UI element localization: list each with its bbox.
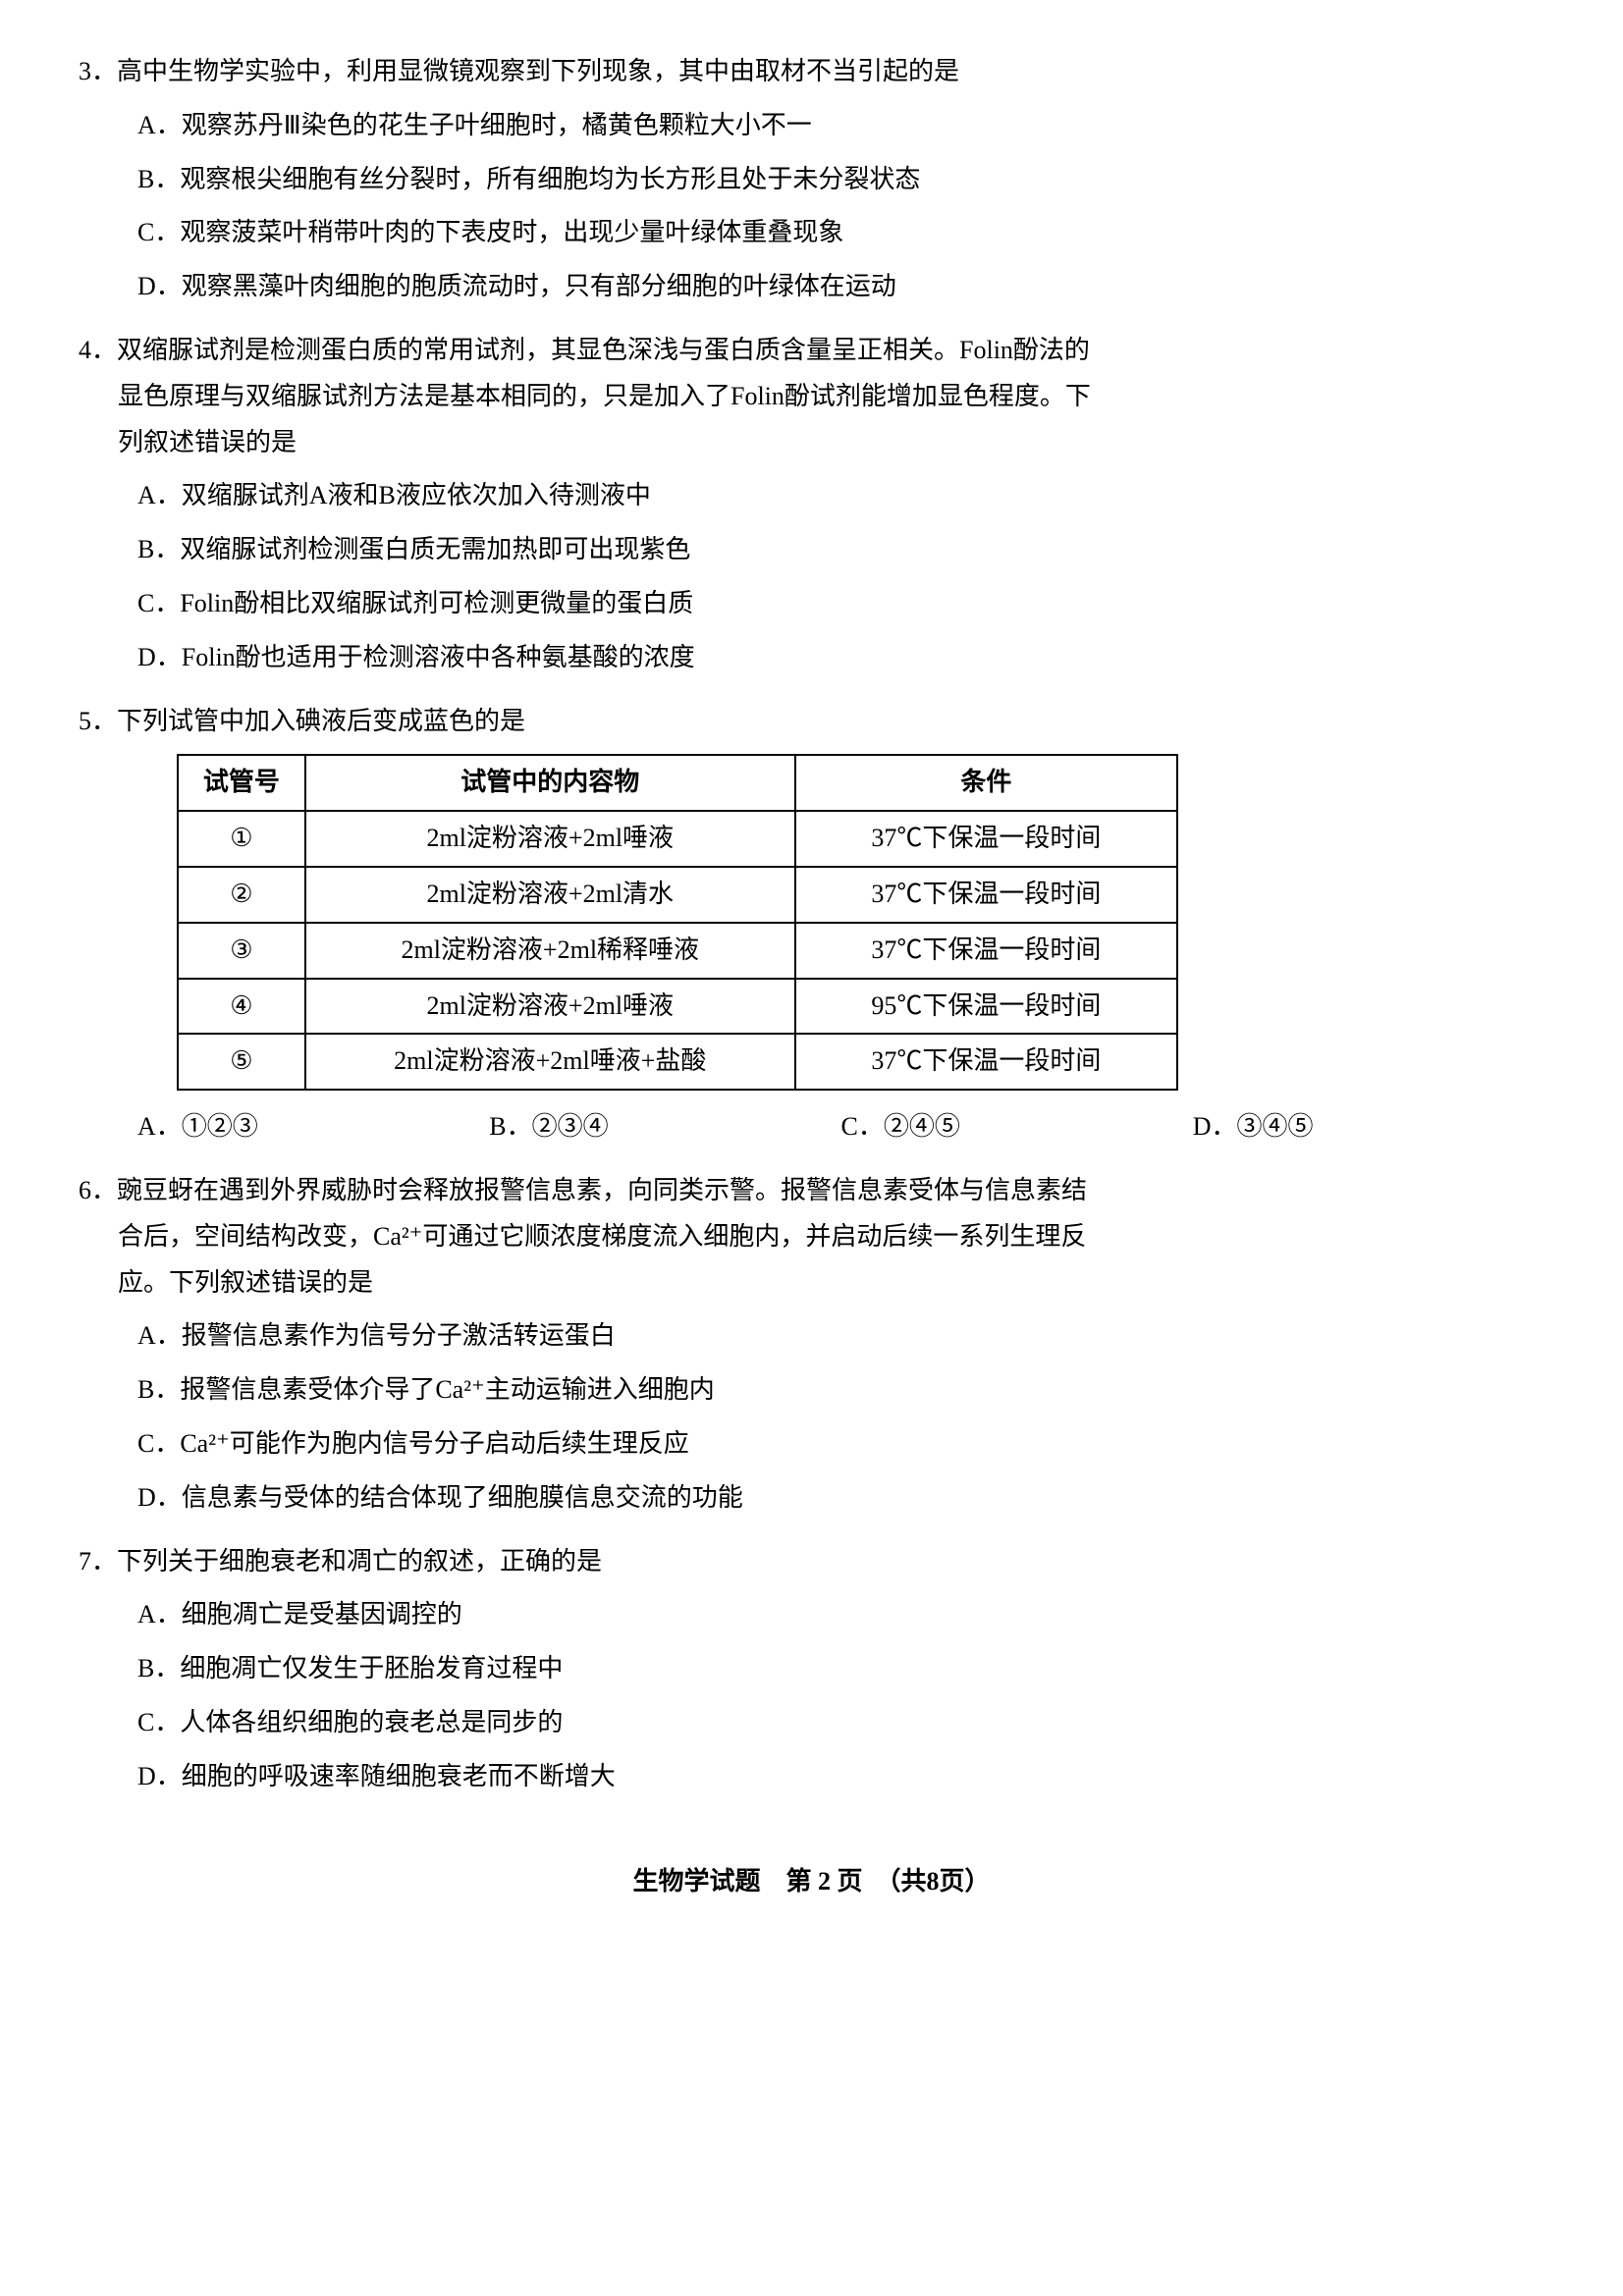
option-5B: B．②③④ xyxy=(489,1104,840,1150)
page-footer: 生物学试题 第 2 页 （共8页） xyxy=(79,1859,1544,1905)
option-7D: D．细胞的呼吸速率随细胞衰老而不断增大 xyxy=(137,1754,1544,1800)
table-cell: ① xyxy=(178,811,305,867)
question-7-stem: 7．下列关于细胞衰老和凋亡的叙述，正确的是 xyxy=(79,1539,1544,1585)
table-cell: ④ xyxy=(178,979,305,1035)
question-4-text3: 列叙述错误的是 xyxy=(79,420,1544,466)
table-cell: ② xyxy=(178,867,305,923)
question-6-text3: 应。下列叙述错误的是 xyxy=(79,1260,1544,1307)
question-5-table-wrapper: 试管号 试管中的内容物 条件 ① 2ml淀粉溶液+2ml唾液 37℃下保温一段时… xyxy=(79,754,1544,1091)
option-7C: C．人体各组织细胞的衰老总是同步的 xyxy=(137,1700,1544,1746)
question-4-num: 4． xyxy=(79,336,117,364)
table-cell: ⑤ xyxy=(178,1034,305,1090)
table-cell: 95℃下保温一段时间 xyxy=(795,979,1177,1035)
table-cell: 2ml淀粉溶液+2ml唾液 xyxy=(305,979,795,1035)
question-5-num: 5． xyxy=(79,707,117,735)
option-3B: B．观察根尖细胞有丝分裂时，所有细胞均为长方形且处于未分裂状态 xyxy=(137,157,1544,203)
option-6B: B．报警信息素受体介导了Ca²⁺主动运输进入细胞内 xyxy=(137,1367,1544,1414)
option-4D: D．Folin酚也适用于检测溶液中各种氨基酸的浓度 xyxy=(137,635,1544,681)
table-header-2: 条件 xyxy=(795,755,1177,811)
table-row: ① 2ml淀粉溶液+2ml唾液 37℃下保温一段时间 xyxy=(178,811,1177,867)
question-7: 7．下列关于细胞衰老和凋亡的叙述，正确的是 A．细胞凋亡是受基因调控的 B．细胞… xyxy=(79,1539,1544,1800)
question-3-num: 3． xyxy=(79,57,117,85)
question-3-options: A．观察苏丹Ⅲ染色的花生子叶细胞时，橘黄色颗粒大小不一 B．观察根尖细胞有丝分裂… xyxy=(79,103,1544,310)
table-row: ③ 2ml淀粉溶液+2ml稀释唾液 37℃下保温一段时间 xyxy=(178,923,1177,979)
option-4C: C．Folin酚相比双缩脲试剂可检测更微量的蛋白质 xyxy=(137,581,1544,627)
table-cell: 37℃下保温一段时间 xyxy=(795,1034,1177,1090)
table-cell: 37℃下保温一段时间 xyxy=(795,811,1177,867)
option-5C: C．②④⑤ xyxy=(841,1104,1193,1150)
option-6C: C．Ca²⁺可能作为胞内信号分子启动后续生理反应 xyxy=(137,1421,1544,1468)
question-6-stem: 6．豌豆蚜在遇到外界威胁时会释放报警信息素，向同类示警。报警信息素受体与信息素结 xyxy=(79,1168,1544,1214)
question-6: 6．豌豆蚜在遇到外界威胁时会释放报警信息素，向同类示警。报警信息素受体与信息素结… xyxy=(79,1168,1544,1522)
table-row: ② 2ml淀粉溶液+2ml清水 37℃下保温一段时间 xyxy=(178,867,1177,923)
table-header-row: 试管号 试管中的内容物 条件 xyxy=(178,755,1177,811)
question-3-stem: 3．高中生物学实验中，利用显微镜观察到下列现象，其中由取材不当引起的是 xyxy=(79,49,1544,95)
table-cell: ③ xyxy=(178,923,305,979)
table-cell: 37℃下保温一段时间 xyxy=(795,867,1177,923)
table-cell: 37℃下保温一段时间 xyxy=(795,923,1177,979)
question-6-text2: 合后，空间结构改变，Ca²⁺可通过它顺浓度梯度流入细胞内，并启动后续一系列生理反 xyxy=(79,1214,1544,1260)
table-row: ④ 2ml淀粉溶液+2ml唾液 95℃下保温一段时间 xyxy=(178,979,1177,1035)
question-5: 5．下列试管中加入碘液后变成蓝色的是 试管号 试管中的内容物 条件 ① 2ml淀… xyxy=(79,699,1544,1150)
option-7A: A．细胞凋亡是受基因调控的 xyxy=(137,1592,1544,1638)
option-5D: D．③④⑤ xyxy=(1193,1104,1544,1150)
option-7B: B．细胞凋亡仅发生于胚胎发育过程中 xyxy=(137,1646,1544,1692)
table-header-0: 试管号 xyxy=(178,755,305,811)
question-5-answer-options: A．①②③ B．②③④ C．②④⑤ D．③④⑤ xyxy=(79,1104,1544,1150)
question-3: 3．高中生物学实验中，利用显微镜观察到下列现象，其中由取材不当引起的是 A．观察… xyxy=(79,49,1544,310)
question-6-text1: 豌豆蚜在遇到外界威胁时会释放报警信息素，向同类示警。报警信息素受体与信息素结 xyxy=(117,1176,1087,1204)
option-4B: B．双缩脲试剂检测蛋白质无需加热即可出现紫色 xyxy=(137,527,1544,573)
table-row: ⑤ 2ml淀粉溶液+2ml唾液+盐酸 37℃下保温一段时间 xyxy=(178,1034,1177,1090)
table-cell: 2ml淀粉溶液+2ml清水 xyxy=(305,867,795,923)
option-4A: A．双缩脲试剂A液和B液应依次加入待测液中 xyxy=(137,473,1544,519)
question-7-options: A．细胞凋亡是受基因调控的 B．细胞凋亡仅发生于胚胎发育过程中 C．人体各组织细… xyxy=(79,1592,1544,1799)
question-4-text2: 显色原理与双缩脲试剂方法是基本相同的，只是加入了Folin酚试剂能增加显色程度。… xyxy=(79,374,1544,420)
question-4-stem: 4．双缩脲试剂是检测蛋白质的常用试剂，其显色深浅与蛋白质含量呈正相关。Folin… xyxy=(79,328,1544,374)
question-5-stem: 5．下列试管中加入碘液后变成蓝色的是 xyxy=(79,699,1544,745)
table-header-1: 试管中的内容物 xyxy=(305,755,795,811)
table-cell: 2ml淀粉溶液+2ml稀释唾液 xyxy=(305,923,795,979)
question-6-options: A．报警信息素作为信号分子激活转运蛋白 B．报警信息素受体介导了Ca²⁺主动运输… xyxy=(79,1313,1544,1521)
question-4-options: A．双缩脲试剂A液和B液应依次加入待测液中 B．双缩脲试剂检测蛋白质无需加热即可… xyxy=(79,473,1544,680)
question-7-text: 下列关于细胞衰老和凋亡的叙述，正确的是 xyxy=(117,1547,602,1575)
option-3D: D．观察黑藻叶肉细胞的胞质流动时，只有部分细胞的叶绿体在运动 xyxy=(137,264,1544,310)
option-3A: A．观察苏丹Ⅲ染色的花生子叶细胞时，橘黄色颗粒大小不一 xyxy=(137,103,1544,149)
option-5A: A．①②③ xyxy=(137,1104,489,1150)
option-6D: D．信息素与受体的结合体现了细胞膜信息交流的功能 xyxy=(137,1475,1544,1522)
table-cell: 2ml淀粉溶液+2ml唾液 xyxy=(305,811,795,867)
table-cell: 2ml淀粉溶液+2ml唾液+盐酸 xyxy=(305,1034,795,1090)
question-5-text: 下列试管中加入碘液后变成蓝色的是 xyxy=(117,707,525,735)
question-3-text: 高中生物学实验中，利用显微镜观察到下列现象，其中由取材不当引起的是 xyxy=(117,57,959,85)
question-4-text1: 双缩脲试剂是检测蛋白质的常用试剂，其显色深浅与蛋白质含量呈正相关。Folin酚法… xyxy=(117,336,1090,364)
option-3C: C．观察菠菜叶稍带叶肉的下表皮时，出现少量叶绿体重叠现象 xyxy=(137,210,1544,256)
option-6A: A．报警信息素作为信号分子激活转运蛋白 xyxy=(137,1313,1544,1360)
question-5-table: 试管号 试管中的内容物 条件 ① 2ml淀粉溶液+2ml唾液 37℃下保温一段时… xyxy=(177,754,1178,1091)
question-7-num: 7． xyxy=(79,1547,117,1575)
question-6-num: 6． xyxy=(79,1176,117,1204)
question-4: 4．双缩脲试剂是检测蛋白质的常用试剂，其显色深浅与蛋白质含量呈正相关。Folin… xyxy=(79,328,1544,681)
